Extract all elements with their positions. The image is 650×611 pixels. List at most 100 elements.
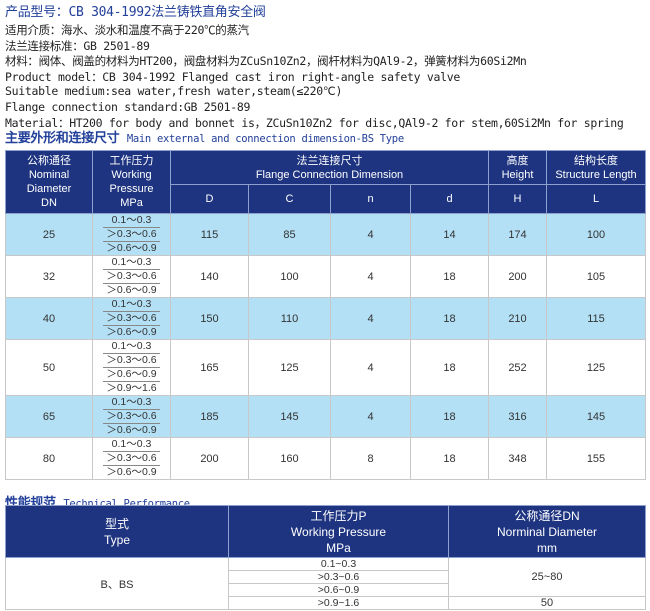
dn-cell: 25 (5, 213, 93, 256)
value-C: 85 (248, 213, 331, 256)
value-d: 18 (410, 255, 489, 298)
header-height: 高度 Height (488, 150, 547, 185)
header-type: 型式 Type (5, 505, 229, 558)
pressure-range: ＞0.9～1.6 (106, 382, 157, 394)
dn-cell: 80 (5, 437, 93, 480)
table-row: 80 0.1～0.3 ＞0.3～0.6 ＞0.6～0.9 200 160 8 18 348 155 (5, 437, 646, 480)
value-L: 105 (546, 255, 646, 298)
value-L: 125 (546, 339, 646, 396)
value-n: 4 (330, 213, 411, 256)
table-row: 32 0.1～0.3 ＞0.3～0.6 ＞0.6～0.9 140 100 4 18 200 105 (5, 255, 646, 298)
pressure-range: 0.1～0.3 (103, 298, 160, 312)
performance-table: 型式 Type 工作压力P Working Pressure MPa 公称通径DN No… (5, 505, 646, 610)
pressure-range: 0.1～0.3 (103, 256, 160, 270)
pressure-range: ＞0.3～0.6 (103, 312, 160, 326)
value-L: 115 (546, 297, 646, 340)
value-n: 4 (330, 297, 411, 340)
pressure-cell: >0.6~0.9 (228, 583, 449, 597)
value-D: 165 (170, 339, 249, 396)
pressure-range: 0.1～0.3 (103, 214, 160, 228)
info-line: Suitable medium:sea water,fresh water,st… (5, 84, 343, 98)
info-line: 适用介质：海水、淡水和温度不高于220℃的蒸汽 (5, 23, 249, 37)
pressure-cell: 0.1～0.3 ＞0.3～0.6 ＞0.6～0.9 (92, 297, 171, 340)
value-H: 200 (488, 255, 547, 298)
value-D: 200 (170, 437, 249, 480)
pressure-range: ＞0.6～0.9 (106, 242, 157, 254)
dn-cell: 50 (448, 596, 646, 610)
value-C: 110 (248, 297, 331, 340)
header-n: n (330, 184, 411, 214)
value-d: 18 (410, 297, 489, 340)
value-H: 210 (488, 297, 547, 340)
pressure-cell: 0.1～0.3 ＞0.3～0.6 ＞0.6～0.9 (92, 395, 171, 438)
header-dn: 公称通径 Nominal Diameter DN (5, 150, 93, 214)
pressure-cell: 0.1～0.3 ＞0.3～0.6 ＞0.6～0.9 (92, 255, 171, 298)
value-D: 140 (170, 255, 249, 298)
value-C: 160 (248, 437, 331, 480)
value-H: 316 (488, 395, 547, 438)
type-cell: B、BS (5, 557, 229, 610)
header-dn: 公称通径DN Norminal Diameter mm (448, 505, 646, 558)
table-row: 25 0.1～0.3 ＞0.3～0.6 ＞0.6～0.9 115 85 4 14 174 100 (5, 213, 646, 256)
dn-cell: 65 (5, 395, 93, 438)
value-H: 174 (488, 213, 547, 256)
product-title: 产品型号：CB 304-1992法兰铸铁直角安全阀 (5, 5, 266, 20)
pressure-cell: >0.9~1.6 (228, 596, 449, 610)
header-flange: 法兰连接尺寸 Flange Connection Dimension (170, 150, 489, 185)
header-d: d (410, 184, 489, 214)
value-C: 100 (248, 255, 331, 298)
value-H: 252 (488, 339, 547, 396)
header-H: H (488, 184, 547, 214)
pressure-cell: 0.1～0.3 ＞0.3～0.6 ＞0.6～0.9 ＞0.9～1.6 (92, 339, 171, 396)
header-D: D (170, 184, 249, 214)
section-cn: 主要外形和连接尺寸 (5, 131, 120, 146)
value-D: 185 (170, 395, 249, 438)
value-L: 145 (546, 395, 646, 438)
dimension-section-title: 主要外形和连接尺寸 Main external and connection d… (5, 127, 404, 146)
info-line: Material：HT200 for body and bonnet is，ZC… (5, 116, 624, 130)
pressure-range: ＞0.6～0.9 (106, 424, 157, 436)
pressure-range: ＞0.6～0.9 (106, 466, 157, 478)
pressure-cell: 0.1~0.3 (228, 557, 449, 571)
value-n: 8 (330, 437, 411, 480)
pressure-range: ＞0.3～0.6 (103, 228, 160, 242)
value-H: 348 (488, 437, 547, 480)
table-row: 65 0.1～0.3 ＞0.3～0.6 ＞0.6～0.9 185 145 4 18 316 145 (5, 395, 646, 438)
info-line: Product model：CB 304-1992 Flanged cast i… (5, 69, 460, 84)
pressure-range: ＞0.6～0.9 (103, 368, 160, 382)
value-d: 18 (410, 395, 489, 438)
dn-cell: 40 (5, 297, 93, 340)
pressure-range: 0.1～0.3 (103, 396, 160, 410)
value-d: 14 (410, 213, 489, 256)
table-row: 50 0.1～0.3 ＞0.3～0.6 ＞0.6～0.9 ＞0.9～1.6 165 125 4… (5, 339, 646, 396)
pressure-range: 0.1～0.3 (103, 340, 160, 354)
pressure-range: ＞0.3～0.6 (103, 354, 160, 368)
pressure-range: ＞0.3～0.6 (103, 410, 160, 424)
value-d: 18 (410, 437, 489, 480)
value-C: 125 (248, 339, 331, 396)
value-L: 100 (546, 213, 646, 256)
table-row: 40 0.1～0.3 ＞0.3～0.6 ＞0.6～0.9 150 110 4 18 210 115 (5, 297, 646, 340)
value-d: 18 (410, 339, 489, 396)
info-line: 材料：阀体、阀盖的材料为HT200，阀盘材料为ZCuSn10Zn2，阀杆材料为Q… (5, 54, 527, 68)
dimension-table: 公称通径 Nominal Diameter DN 工作压力 Working Pressur… (5, 150, 646, 480)
value-D: 115 (170, 213, 249, 256)
pressure-range: 0.1～0.3 (103, 438, 160, 452)
value-L: 155 (546, 437, 646, 480)
header-pressure: 工作压力 Working Pressure MPa (92, 150, 171, 214)
pressure-range: ＞0.6～0.9 (106, 284, 157, 296)
header-length: 结构长度 Structure Length (546, 150, 646, 185)
pressure-range: ＞0.3～0.6 (103, 452, 160, 466)
pressure-range: ＞0.3～0.6 (103, 270, 160, 284)
value-D: 150 (170, 297, 249, 340)
dn-cell: 50 (5, 339, 93, 396)
header-C: C (248, 184, 331, 214)
pressure-cell: 0.1～0.3 ＞0.3～0.6 ＞0.6～0.9 (92, 213, 171, 256)
dn-cell: 32 (5, 255, 93, 298)
info-line: Flange connection standard:GB 2501-89 (5, 99, 251, 114)
value-n: 4 (330, 395, 411, 438)
dn-cell: 25~80 (448, 557, 646, 597)
value-n: 4 (330, 255, 411, 298)
info-line: 法兰连接标准：GB 2501-89 (5, 38, 150, 53)
pressure-cell: >0.3~0.6 (228, 570, 449, 584)
